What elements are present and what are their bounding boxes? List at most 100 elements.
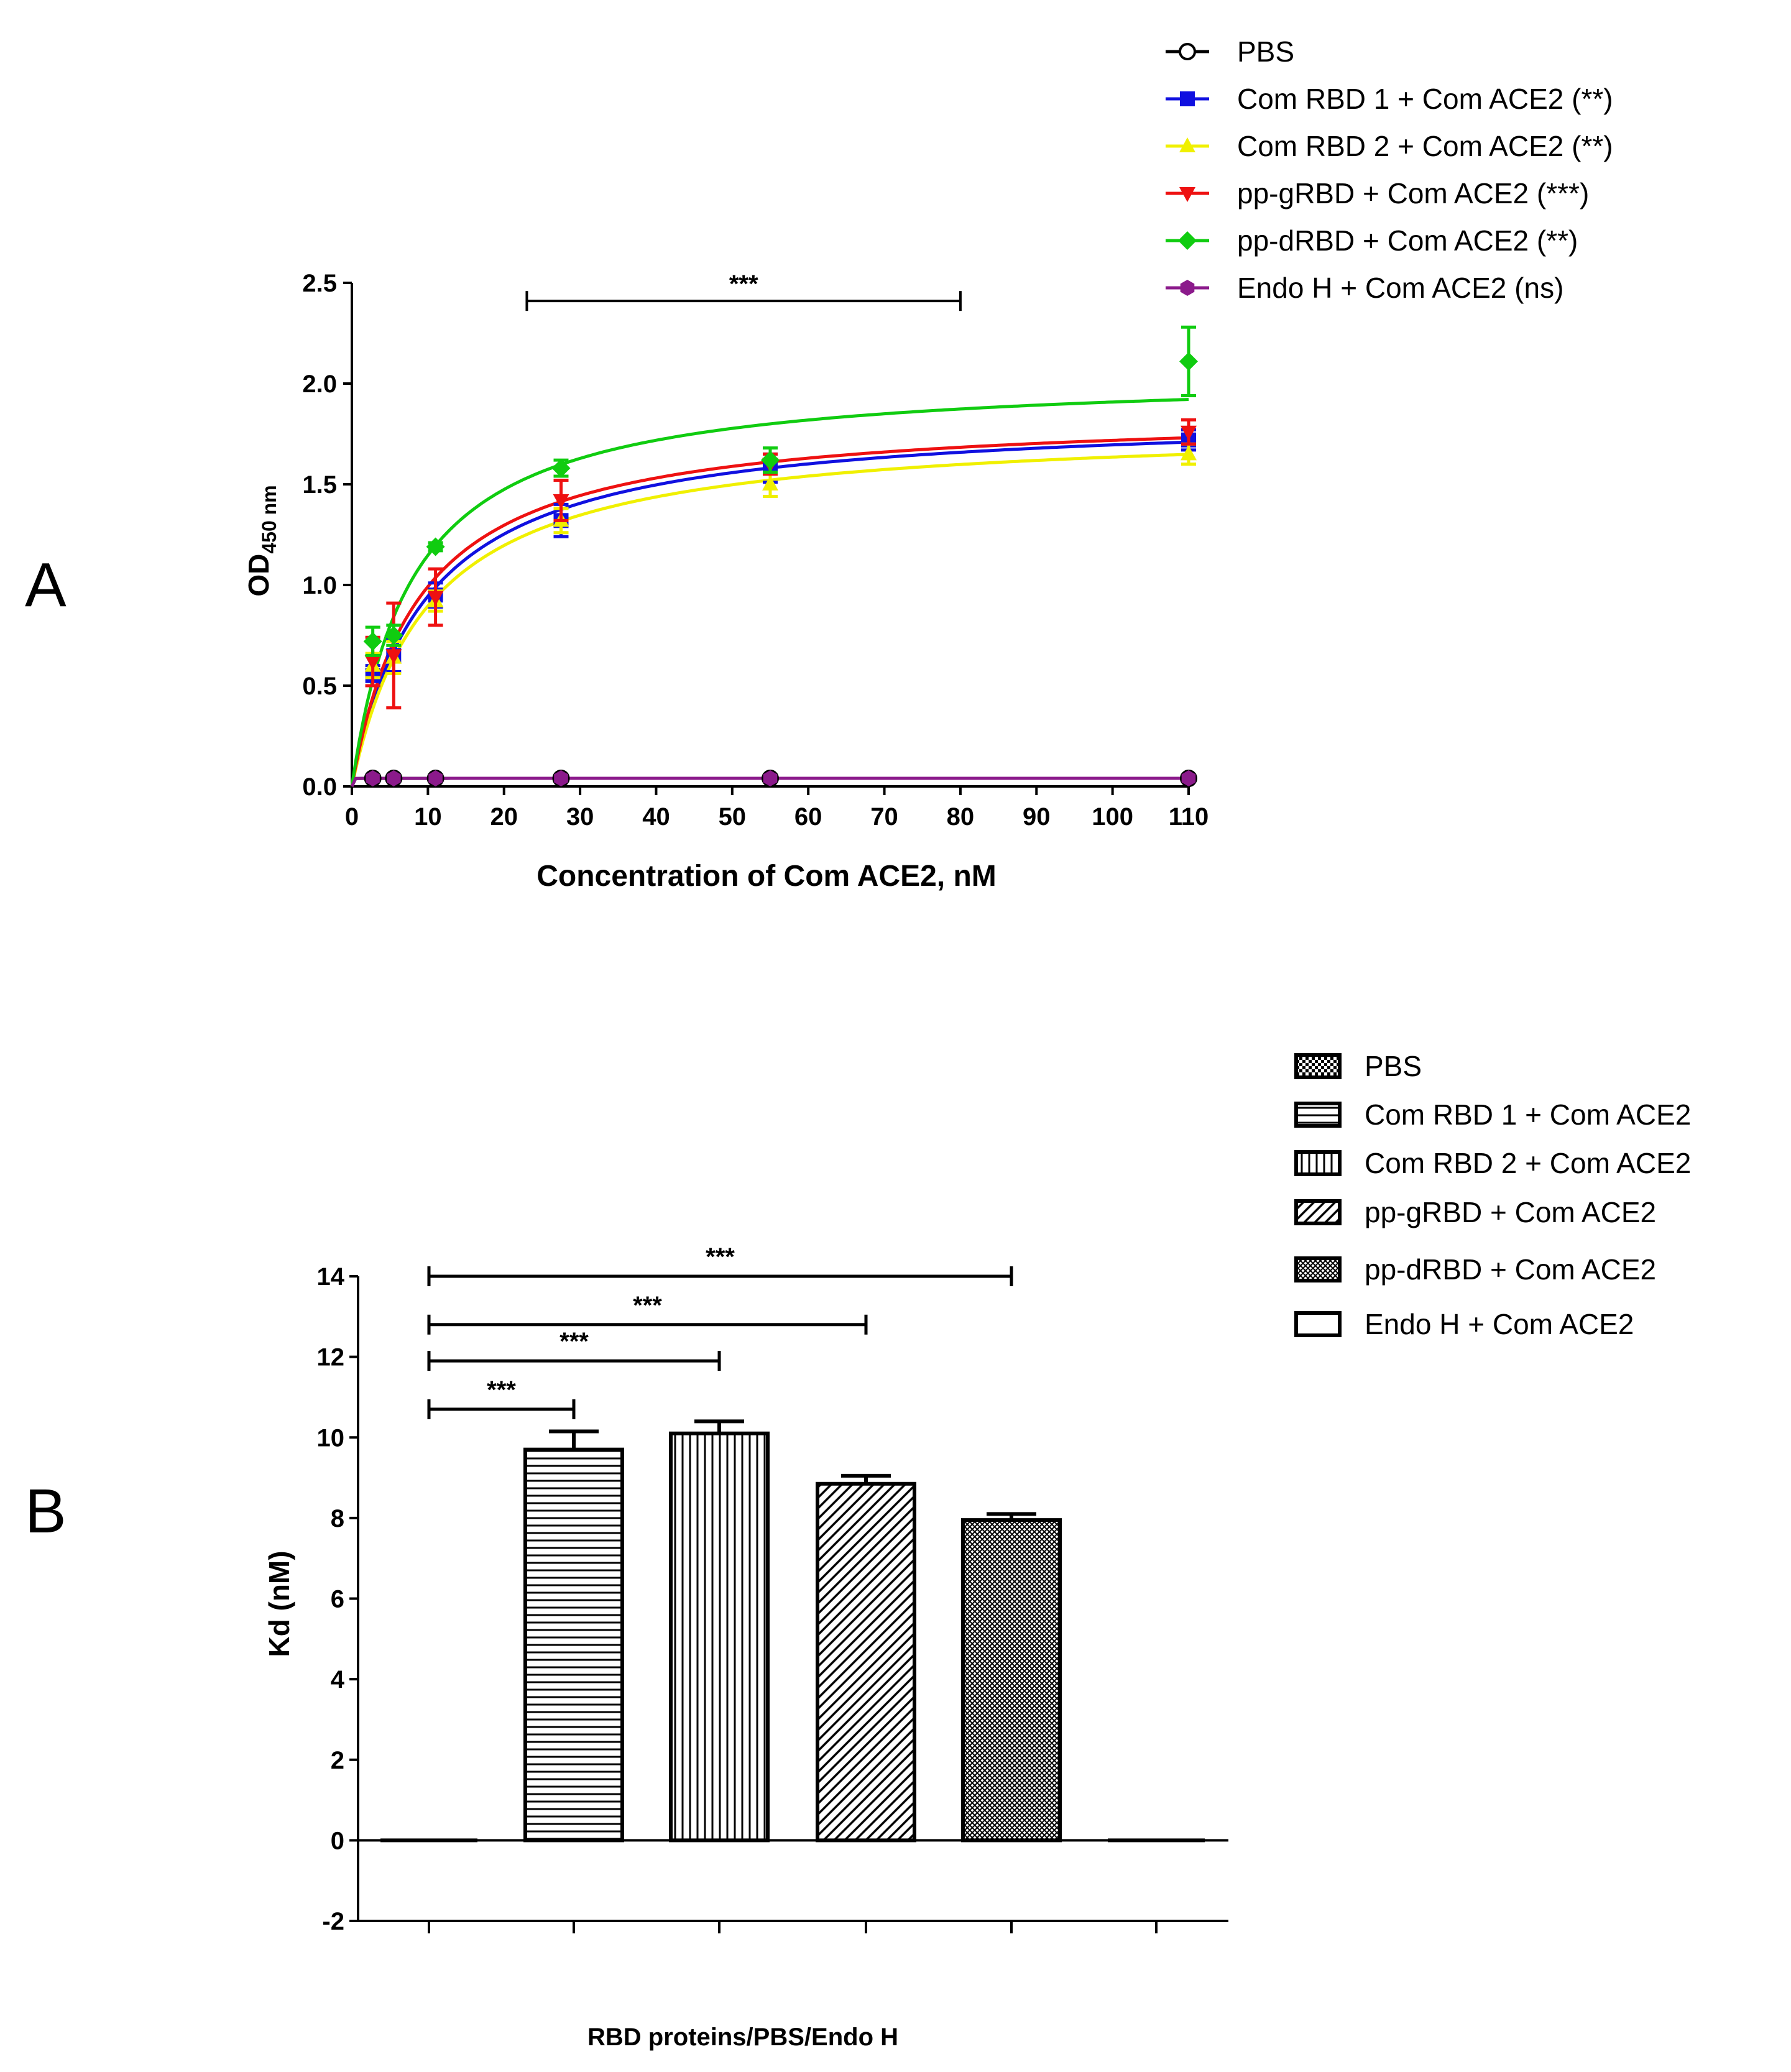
chart-b-axes: -2 0 2 4 6 8 10 12 14 bbox=[317, 1263, 1228, 1935]
chart-b-y-tick-label: 14 bbox=[317, 1263, 345, 1291]
chart-b-significance-label-2: *** bbox=[559, 1328, 589, 1355]
chart-a-axes: 0 10 20 30 40 50 60 70 80 90 100 110 0.0 0.5 1.0 1.5 2.0… bbox=[302, 270, 1209, 831]
chart-b-legend: PBS Com RBD 1 + Com ACE2 Com RBD 2 + Com A… bbox=[1294, 1050, 1691, 1340]
chart-a-legend-label: Com RBD 2 + Com ACE2 (**) bbox=[1237, 130, 1613, 162]
chart-b-significance: *** *** *** *** bbox=[427, 1243, 1013, 1419]
chart-a-data-point bbox=[554, 770, 568, 786]
chart-a-x-tick-label: 70 bbox=[870, 803, 898, 831]
chart-b-x-axis-label: RBD proteins/PBS/Endo H bbox=[587, 2024, 898, 2051]
chart-a-y-tick-label: 0.0 bbox=[302, 773, 337, 801]
chart-a-y-axis-label-sub: 450 nm bbox=[258, 485, 280, 553]
chart-b-y-tick-label: 12 bbox=[317, 1344, 345, 1371]
chart-b-legend-label: pp-dRBD + Com ACE2 bbox=[1365, 1253, 1656, 1286]
chart-a-data-point bbox=[426, 537, 445, 556]
chart-a-y-tick-label: 2.5 bbox=[302, 270, 337, 297]
chart-b-legend-label: PBS bbox=[1365, 1050, 1422, 1082]
chart-b-significance-label-3: *** bbox=[633, 1292, 662, 1319]
chart-b-y-tick-label: -2 bbox=[322, 1908, 344, 1935]
chart-a-x-tick-label: 40 bbox=[642, 803, 670, 831]
chart-b-bar bbox=[1108, 1838, 1205, 1843]
chart-a-fit-curve bbox=[350, 398, 1189, 787]
chart-a-data-point bbox=[763, 770, 778, 786]
chart-a-legend-marker bbox=[1180, 280, 1195, 296]
chart-a-legend-label: Endo H + Com ACE2 (ns) bbox=[1237, 272, 1563, 304]
chart-a-x-tick-label: 50 bbox=[719, 803, 747, 831]
chart-b-legend-label: Com RBD 1 + Com ACE2 bbox=[1365, 1098, 1691, 1131]
chart-b-legend-swatch bbox=[1294, 1199, 1342, 1225]
chart-b-y-tick-label: 10 bbox=[317, 1424, 345, 1452]
chart-a-data-point bbox=[551, 459, 571, 478]
panel-b-letter: B bbox=[25, 1476, 67, 1546]
chart-a-y-tick-label: 2.0 bbox=[302, 371, 337, 398]
chart-b-y-axis-label: Kd (nM) bbox=[263, 1550, 295, 1657]
chart-a-data-point bbox=[384, 626, 403, 645]
chart-a-data-point bbox=[1181, 445, 1197, 461]
chart-a-fit-curve bbox=[350, 453, 1189, 787]
chart-a-x-axis-label: Concentration of Com ACE2, nM bbox=[536, 860, 997, 893]
chart-a-data-point bbox=[1179, 352, 1198, 371]
chart-b-legend-swatch bbox=[1294, 1150, 1342, 1176]
chart-a-data-point bbox=[387, 770, 401, 786]
chart-b-legend-swatch bbox=[1294, 1102, 1342, 1128]
chart-a-x-tick-label: 20 bbox=[490, 803, 518, 831]
chart-a-y-tick-label: 0.5 bbox=[302, 673, 337, 700]
chart-a-x-tick-label: 100 bbox=[1092, 803, 1133, 831]
chart-a-data-point bbox=[364, 655, 381, 671]
chart-a-data-points bbox=[363, 325, 1198, 788]
chart-a-data-point bbox=[761, 451, 780, 470]
chart-b-y-tick-label: 8 bbox=[331, 1505, 344, 1532]
chart-a-legend-marker bbox=[1179, 137, 1195, 152]
chart-a-x-tick-label: 90 bbox=[1023, 803, 1051, 831]
chart-a-legend-marker bbox=[1178, 231, 1197, 250]
chart-a-data-point bbox=[366, 770, 380, 786]
chart-a-legend: PBS Com RBD 1 + Com ACE2 (**) Com RBD 2 + … bbox=[1166, 35, 1613, 304]
chart-b-y-tick-label: 0 bbox=[331, 1827, 344, 1854]
chart-a-x-tick-label: 80 bbox=[947, 803, 975, 831]
chart-a-data-point bbox=[762, 476, 778, 490]
chart-b-y-tick-label: 4 bbox=[331, 1666, 345, 1693]
chart-a-legend-marker bbox=[1180, 91, 1195, 106]
chart-a-significance-label: *** bbox=[729, 270, 758, 298]
chart-b-legend-swatch bbox=[1294, 1256, 1342, 1282]
chart-a-data-point bbox=[385, 649, 402, 665]
chart-b-bar bbox=[961, 1518, 1062, 1843]
chart-b-bar bbox=[816, 1481, 916, 1843]
chart-a-x-tick-label: 110 bbox=[1169, 803, 1209, 831]
panel-a-letter: A bbox=[25, 550, 67, 620]
chart-a-y-axis-label: OD450 nm bbox=[242, 485, 280, 596]
chart-b: -2 0 2 4 6 8 10 12 14 *** *** *** *** RBD protei… bbox=[263, 1050, 1691, 2051]
chart-b-bars bbox=[380, 1419, 1205, 1843]
chart-a-y-tick-label: 1.5 bbox=[302, 471, 337, 499]
chart-b-significance-label-1: *** bbox=[487, 1376, 516, 1404]
chart-a-x-tick-label: 0 bbox=[345, 803, 359, 831]
chart-b-significance-label-4: *** bbox=[706, 1243, 735, 1271]
chart-a-data-point bbox=[1181, 770, 1196, 786]
chart-a-data-point bbox=[363, 632, 382, 651]
chart-a-data-point bbox=[427, 591, 444, 606]
chart-a-y-axis-label-main: OD bbox=[242, 554, 275, 597]
chart-a-x-tick-label: 30 bbox=[566, 803, 594, 831]
chart-b-legend-label: Com RBD 2 + Com ACE2 bbox=[1365, 1147, 1691, 1179]
chart-a-x-tick-label: 60 bbox=[794, 803, 822, 831]
chart-b-legend-label: pp-gRBD + Com ACE2 bbox=[1365, 1196, 1656, 1228]
chart-a-x-tick-label: 10 bbox=[414, 803, 442, 831]
chart-a: 0 10 20 30 40 50 60 70 80 90 100 110 0.0 0.5 1.0 1.5 2.0… bbox=[242, 35, 1613, 893]
chart-a-significance: *** bbox=[525, 270, 962, 311]
chart-a-legend-label: PBS bbox=[1237, 35, 1294, 68]
chart-a-legend-marker bbox=[1179, 43, 1196, 60]
chart-a-data-point bbox=[428, 770, 443, 786]
chart-b-bar bbox=[669, 1431, 770, 1843]
chart-a-legend-marker bbox=[1179, 187, 1195, 202]
chart-a-legend-label: pp-dRBD + Com ACE2 (**) bbox=[1237, 224, 1578, 257]
chart-a-data-point bbox=[553, 494, 569, 509]
chart-b-legend-swatch bbox=[1294, 1311, 1342, 1337]
chart-a-legend-label: pp-gRBD + Com ACE2 (***) bbox=[1237, 177, 1589, 210]
chart-b-bar bbox=[380, 1838, 477, 1843]
chart-a-data-point bbox=[1181, 425, 1197, 441]
chart-b-y-tick-label: 6 bbox=[331, 1586, 344, 1613]
chart-b-bar bbox=[523, 1447, 624, 1843]
chart-a-legend-label: Com RBD 1 + Com ACE2 (**) bbox=[1237, 83, 1613, 115]
chart-a-y-tick-label: 1.0 bbox=[302, 572, 337, 599]
chart-b-legend-label: Endo H + Com ACE2 bbox=[1365, 1308, 1634, 1340]
